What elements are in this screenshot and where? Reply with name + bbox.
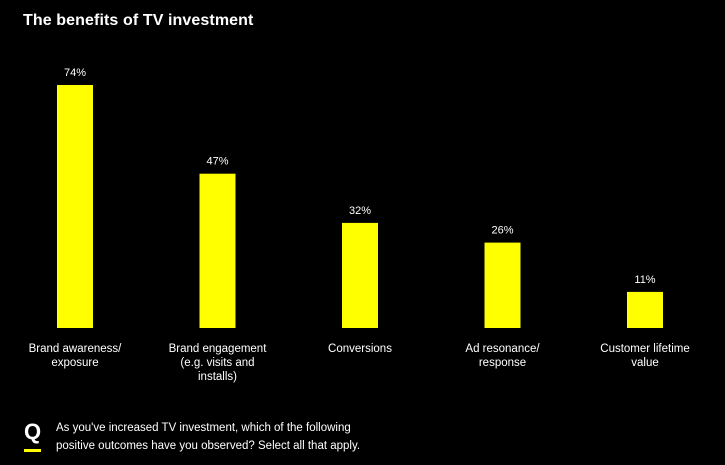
category-label-2: Brand engagement (e.g. visits and installs… bbox=[153, 342, 283, 384]
bar-value-label-5: 11% bbox=[634, 274, 655, 286]
question-line-1: As you've increased TV investment, which… bbox=[56, 422, 351, 434]
category-label-4-line-2: response bbox=[478, 357, 527, 369]
category-label-5: Customer lifetime value bbox=[580, 342, 710, 370]
chart-title: The benefits of TV investment bbox=[23, 12, 254, 29]
category-label-4: Ad resonance/response bbox=[438, 342, 568, 370]
q-underline bbox=[24, 449, 41, 452]
category-label-3: Conversions bbox=[295, 342, 425, 356]
q-icon: Q bbox=[22, 420, 44, 456]
bar-value-label-1: 74% bbox=[64, 67, 86, 79]
category-label-4-line-1: Ad resonance/ bbox=[465, 343, 540, 355]
bar-chart: 74% 47% 32% 26% 11% bbox=[57, 67, 663, 328]
bar-value-label-3: 32% bbox=[349, 205, 371, 217]
question-line-2: positive outcomes have you observed? Sel… bbox=[56, 440, 361, 452]
bar-4 bbox=[484, 242, 521, 328]
q-letter: Q bbox=[24, 419, 42, 444]
category-label-2-line-2: (e.g. visits and bbox=[180, 357, 255, 369]
bar-value-label-2: 47% bbox=[206, 156, 228, 168]
bar-3 bbox=[342, 222, 378, 328]
category-label-3-line-1: Conversions bbox=[328, 343, 392, 355]
category-label-5-line-2: value bbox=[631, 357, 659, 369]
category-label-5-line-1: Customer lifetime bbox=[600, 343, 690, 355]
category-label-1-line-1: Brand awareness/ bbox=[28, 343, 122, 355]
category-label-2-line-3: installs) bbox=[198, 371, 237, 383]
survey-question: Q As you've increased TV investment, whi… bbox=[22, 420, 416, 456]
bar-1 bbox=[57, 85, 93, 328]
question-text: As you've increased TV investment, which… bbox=[56, 419, 416, 455]
category-label-1: Brand awareness/exposure bbox=[10, 342, 140, 370]
bar-2 bbox=[199, 173, 236, 328]
category-label-1-line-2: exposure bbox=[51, 357, 99, 369]
bar-value-label-4: 26% bbox=[491, 225, 513, 237]
category-label-2-line-1: Brand engagement bbox=[168, 343, 267, 355]
bar-5 bbox=[627, 291, 663, 328]
